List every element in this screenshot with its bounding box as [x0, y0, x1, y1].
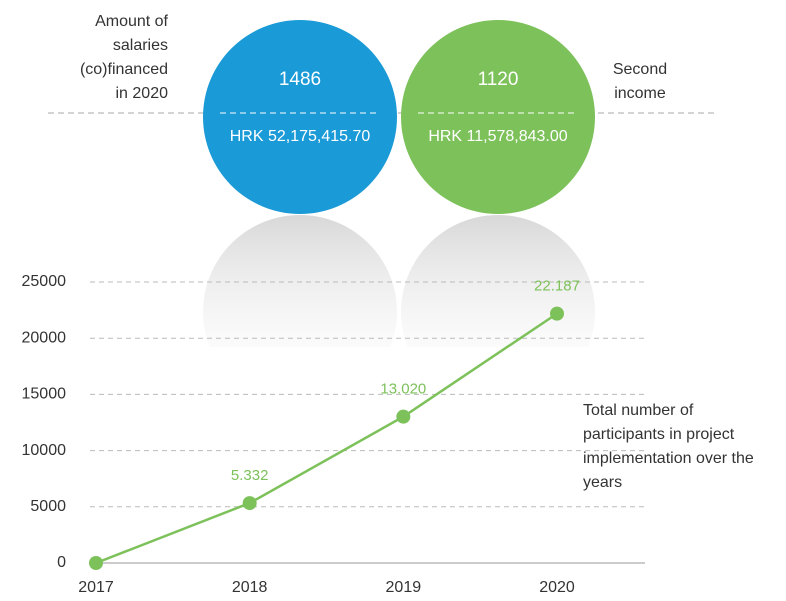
y-tick-label: 5000	[30, 498, 66, 515]
value-label: 22.187	[534, 278, 580, 295]
point	[396, 409, 411, 424]
circle-count: 1486	[279, 69, 321, 90]
circle	[401, 20, 595, 214]
left-label: (co)financed	[80, 61, 168, 78]
value-label: 13.020	[380, 381, 426, 398]
point	[89, 556, 103, 570]
reflections	[203, 215, 595, 347]
left-label: salaries	[113, 37, 168, 54]
y-tick-label: 0	[57, 554, 66, 571]
annotation: years	[583, 474, 622, 491]
chart: 0 5000 10000 15000 20000 25000 2017 2018 2019 202…	[22, 273, 754, 596]
circle	[203, 20, 397, 214]
right-label: Second	[613, 61, 667, 78]
right-label: income	[614, 85, 666, 102]
x-tick-label: 2020	[539, 579, 575, 596]
reflection	[401, 215, 595, 347]
y-tick-label: 25000	[22, 273, 67, 290]
annotation: implementation over the	[583, 450, 754, 467]
circle-count: 1120	[478, 69, 519, 90]
top-section: Amount of salaries (co)financed in 2020 Seco…	[80, 13, 667, 214]
x-tick-label: 2019	[386, 579, 422, 596]
y-tick-label: 15000	[22, 386, 67, 403]
left-label: in 2020	[116, 85, 169, 102]
x-tick-label: 2018	[232, 579, 268, 596]
point	[550, 306, 564, 321]
annotation: participants in project	[583, 426, 735, 443]
x-tick-label: 2017	[78, 579, 114, 596]
annotation: Total number of	[583, 402, 694, 419]
value-label: 5.332	[231, 467, 269, 484]
left-label: Amount of	[95, 13, 168, 30]
line	[95, 312, 558, 565]
y-tick-label: 20000	[22, 329, 67, 346]
reflection	[203, 215, 397, 347]
circle-amount: HRK 52,175,415.70	[230, 128, 371, 145]
y-tick-label: 10000	[22, 442, 67, 459]
point	[242, 496, 257, 511]
circle-amount: HRK 11,578,843.00	[428, 128, 567, 145]
